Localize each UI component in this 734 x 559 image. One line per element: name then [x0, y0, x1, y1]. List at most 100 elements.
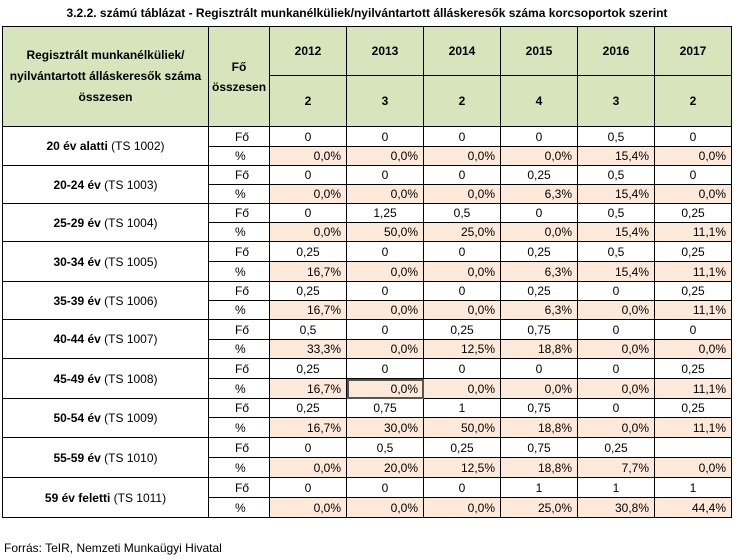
percent-cell[interactable]: 0,0% — [346, 497, 424, 518]
percent-cell[interactable]: 25,0% — [423, 222, 501, 242]
count-cell[interactable]: 0,75 — [500, 437, 578, 458]
count-cell[interactable]: 0 — [346, 281, 424, 301]
count-cell[interactable]: 0 — [577, 281, 655, 301]
percent-cell[interactable]: 0,0% — [346, 261, 424, 282]
percent-cell[interactable]: 20,0% — [346, 457, 424, 478]
count-cell[interactable]: 0,25 — [500, 165, 578, 185]
percent-cell[interactable]: 0,0% — [500, 146, 578, 166]
count-cell[interactable]: 0 — [577, 319, 655, 340]
count-cell[interactable]: 0 — [346, 241, 424, 262]
percent-cell[interactable]: 0,0% — [346, 146, 424, 166]
percent-cell[interactable]: 6,3% — [500, 300, 578, 320]
count-cell[interactable]: 0 — [346, 126, 424, 147]
percent-cell[interactable]: 6,3% — [500, 184, 578, 204]
count-cell[interactable]: 0 — [346, 358, 424, 379]
count-cell[interactable]: 0,75 — [346, 398, 424, 418]
percent-cell[interactable]: 15,4% — [577, 222, 655, 242]
count-cell[interactable]: 0,5 — [577, 241, 655, 262]
percent-cell[interactable]: 0,0% — [269, 146, 347, 166]
percent-cell[interactable]: 33,3% — [269, 339, 347, 359]
percent-cell[interactable]: 18,8% — [500, 457, 578, 478]
percent-cell[interactable]: 0,0% — [269, 457, 347, 478]
count-cell[interactable] — [654, 437, 732, 458]
count-cell[interactable]: 0,5 — [269, 319, 347, 340]
percent-cell[interactable]: 0,0% — [423, 497, 501, 518]
count-cell[interactable]: 0 — [423, 126, 501, 147]
percent-cell[interactable]: 44,4% — [654, 497, 732, 518]
percent-cell[interactable]: 0,0% — [269, 222, 347, 242]
count-cell[interactable]: 0 — [269, 126, 347, 147]
count-cell[interactable]: 0,5 — [577, 126, 655, 147]
percent-cell[interactable]: 50,0% — [346, 222, 424, 242]
percent-cell[interactable]: 16,7% — [269, 378, 347, 399]
count-cell[interactable]: 0 — [500, 126, 578, 147]
percent-cell[interactable]: 25,0% — [500, 497, 578, 518]
percent-cell[interactable]: 0,0% — [269, 497, 347, 518]
count-cell[interactable]: 0,5 — [577, 165, 655, 185]
percent-cell[interactable]: 0,0% — [577, 417, 655, 438]
percent-cell[interactable]: 7,7% — [577, 457, 655, 478]
percent-cell[interactable]: 0,0% — [346, 300, 424, 320]
count-cell[interactable]: 0,25 — [654, 203, 732, 223]
count-cell[interactable]: 0 — [577, 358, 655, 379]
count-cell[interactable]: 0 — [269, 437, 347, 458]
percent-cell[interactable]: 12,5% — [423, 457, 501, 478]
count-cell[interactable]: 0,25 — [269, 241, 347, 262]
count-cell[interactable]: 0 — [500, 203, 578, 223]
count-cell[interactable]: 0,25 — [500, 241, 578, 262]
count-cell[interactable]: 0,75 — [500, 398, 578, 418]
percent-cell[interactable]: 30,8% — [577, 497, 655, 518]
count-cell[interactable]: 1,25 — [346, 203, 424, 223]
count-cell[interactable]: 0 — [654, 165, 732, 185]
count-cell[interactable]: 0 — [346, 319, 424, 340]
percent-cell[interactable]: 18,8% — [500, 417, 578, 438]
percent-cell[interactable]: 15,4% — [577, 261, 655, 282]
percent-cell[interactable]: 11,1% — [654, 300, 732, 320]
count-cell[interactable]: 0 — [423, 241, 501, 262]
count-cell[interactable]: 0,25 — [269, 358, 347, 379]
count-cell[interactable]: 0,25 — [500, 281, 578, 301]
count-cell[interactable]: 0,25 — [423, 319, 501, 340]
count-cell[interactable]: 1 — [500, 477, 578, 498]
count-cell[interactable]: 0 — [654, 319, 732, 340]
count-cell[interactable]: 0 — [269, 203, 347, 223]
count-cell[interactable]: 1 — [577, 477, 655, 498]
count-cell[interactable]: 0 — [269, 165, 347, 185]
percent-cell[interactable]: 0,0% — [654, 146, 732, 166]
percent-cell[interactable]: 0,0% — [654, 184, 732, 204]
percent-cell[interactable]: 6,3% — [500, 261, 578, 282]
count-cell[interactable]: 0,25 — [654, 398, 732, 418]
selected-cell[interactable]: 0,0% — [346, 378, 424, 399]
count-cell[interactable]: 0 — [423, 281, 501, 301]
percent-cell[interactable]: 0,0% — [346, 339, 424, 359]
count-cell[interactable]: 0 — [346, 165, 424, 185]
percent-cell[interactable]: 0,0% — [654, 339, 732, 359]
percent-cell[interactable]: 11,1% — [654, 261, 732, 282]
count-cell[interactable]: 0,25 — [654, 241, 732, 262]
percent-cell[interactable]: 0,0% — [346, 184, 424, 204]
count-cell[interactable]: 0 — [423, 358, 501, 379]
count-cell[interactable]: 0,25 — [654, 281, 732, 301]
count-cell[interactable]: 1 — [423, 398, 501, 418]
count-cell[interactable]: 0 — [500, 358, 578, 379]
count-cell[interactable]: 0 — [346, 477, 424, 498]
count-cell[interactable]: 0 — [423, 477, 501, 498]
percent-cell[interactable]: 12,5% — [423, 339, 501, 359]
percent-cell[interactable]: 0,0% — [577, 339, 655, 359]
percent-cell[interactable]: 0,0% — [654, 457, 732, 478]
percent-cell[interactable]: 0,0% — [423, 261, 501, 282]
count-cell[interactable]: 0 — [654, 126, 732, 147]
percent-cell[interactable]: 30,0% — [346, 417, 424, 438]
percent-cell[interactable]: 16,7% — [269, 417, 347, 438]
percent-cell[interactable]: 0,0% — [423, 184, 501, 204]
percent-cell[interactable]: 0,0% — [577, 300, 655, 320]
count-cell[interactable]: 0,25 — [269, 281, 347, 301]
percent-cell[interactable]: 0,0% — [423, 300, 501, 320]
count-cell[interactable]: 0,25 — [654, 358, 732, 379]
percent-cell[interactable]: 11,1% — [654, 378, 732, 399]
percent-cell[interactable]: 0,0% — [423, 378, 501, 399]
percent-cell[interactable]: 0,0% — [423, 146, 501, 166]
count-cell[interactable]: 0 — [423, 165, 501, 185]
count-cell[interactable]: 0,75 — [500, 319, 578, 340]
count-cell[interactable]: 0,5 — [577, 203, 655, 223]
